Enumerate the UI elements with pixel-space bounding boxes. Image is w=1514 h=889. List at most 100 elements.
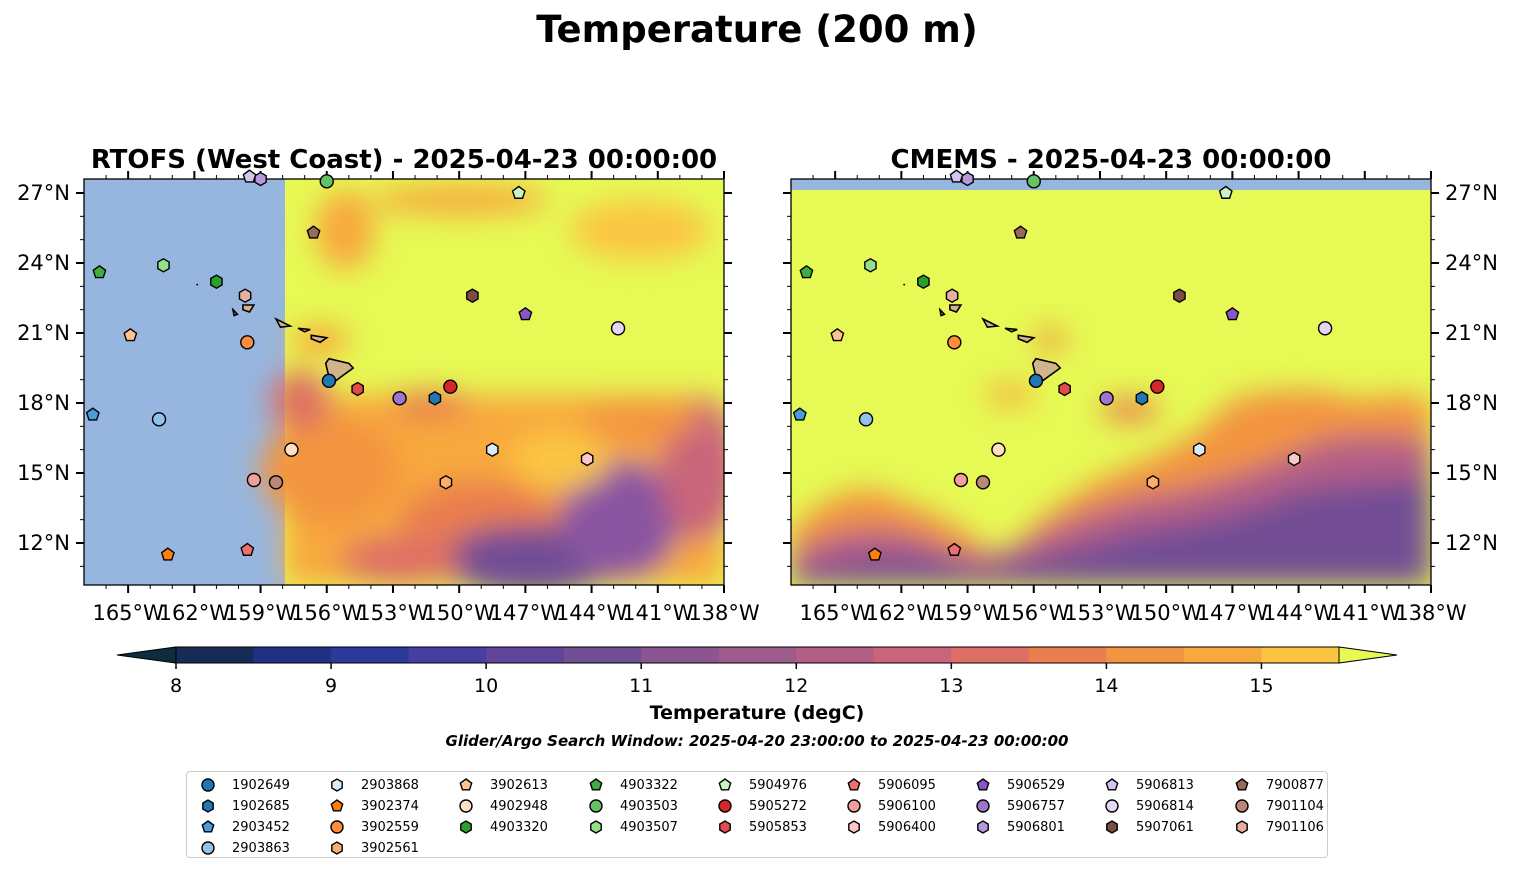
float-marker-7901106 — [945, 288, 959, 303]
legend-marker-shape — [976, 778, 990, 791]
legend-marker — [847, 778, 861, 791]
float-marker-5906400 — [580, 451, 594, 467]
float-marker-5907061 — [1173, 288, 1186, 303]
legend-marker — [459, 778, 473, 791]
legend-marker — [201, 820, 215, 833]
legend-marker-shape — [331, 841, 343, 855]
colorbar-tick-label: 11 — [629, 675, 653, 697]
legend-entry-3902613: 3902613 — [458, 775, 548, 795]
cmems-field — [791, 179, 1431, 585]
legend-marker-shape — [460, 820, 472, 834]
float-marker-5906400 — [1287, 451, 1301, 467]
legend-label: 3902561 — [361, 840, 419, 856]
legend-marker-shape — [977, 820, 989, 834]
legend-marker — [1236, 820, 1248, 834]
island — [1004, 327, 1018, 333]
colorbar-tick-label: 12 — [784, 675, 808, 697]
float-marker-2903452 — [85, 407, 100, 421]
y-tick-label: 15°N — [17, 461, 70, 485]
legend-label: 1902649 — [232, 777, 290, 793]
float-marker-5905272 — [443, 379, 458, 394]
legend-marker — [331, 778, 343, 792]
legend-entry-4903320: 4903320 — [458, 817, 548, 837]
float-marker-7900877 — [306, 225, 321, 239]
x-tick-label: 150°W — [1130, 601, 1202, 625]
legend-label: 2903868 — [361, 777, 419, 793]
legend-label: 3902374 — [361, 798, 419, 814]
x-tick-label: 162°W — [159, 601, 231, 625]
rtofs-ticks: 165°W162°W159°W156°W153°W150°W147°W144°W… — [17, 171, 760, 625]
float-marker-5906757 — [392, 391, 407, 406]
float-marker-3902374 — [160, 547, 175, 561]
legend-entry-5905272: 5905272 — [717, 796, 807, 816]
legend-marker-shape — [1105, 799, 1119, 813]
legend-label: 5905272 — [749, 798, 807, 814]
rtofs-field — [84, 179, 724, 585]
colorbar-label: Temperature (degC) — [650, 702, 865, 724]
legend-entry-5906400: 5906400 — [846, 817, 936, 837]
float-marker-5906100 — [953, 472, 969, 488]
island — [938, 307, 946, 317]
colorbar-bin — [331, 647, 410, 663]
float-marker-2903868 — [485, 442, 499, 457]
legend-entry-5907061: 5907061 — [1104, 817, 1194, 837]
legend-marker-shape — [718, 799, 732, 813]
float-marker-3902561 — [439, 475, 453, 490]
island — [310, 334, 329, 344]
x-tick-label: 156°W — [291, 601, 363, 625]
colorbar-bin — [873, 647, 952, 663]
cmems-no-data — [791, 179, 1431, 190]
colorbar-tick-label: 10 — [474, 675, 498, 697]
float-marker-7901104 — [975, 475, 991, 490]
legend-marker — [1105, 799, 1119, 813]
legend-marker — [202, 799, 214, 813]
float-marker-1902685 — [428, 391, 442, 406]
legend-marker — [330, 799, 344, 812]
colorbar-bin — [641, 647, 720, 663]
legend-marker — [459, 799, 473, 813]
y-tick-label: 24°N — [17, 251, 70, 275]
float-marker-5906813 — [242, 169, 257, 183]
legend-entry-3902374: 3902374 — [329, 796, 419, 816]
legend-marker-shape — [201, 841, 215, 855]
island — [242, 304, 256, 313]
float-marker-5904976 — [511, 185, 526, 199]
legend-marker-shape — [848, 820, 860, 834]
float-legend: 1902649 1902685 2903452 2903863 2903868 39023… — [186, 771, 1328, 858]
float-marker-3902559 — [947, 335, 962, 350]
search-window-note: Glider/Argo Search Window: 2025-04-20 23… — [446, 732, 1069, 750]
legend-marker — [977, 820, 989, 834]
float-marker-5905853 — [1058, 381, 1071, 397]
colorbar-bin — [563, 647, 642, 663]
colorbar-tick-label: 14 — [1094, 675, 1118, 697]
colorbar-bin — [718, 647, 797, 663]
legend-label: 5906813 — [1136, 777, 1194, 793]
legend-label: 7901104 — [1266, 798, 1324, 814]
float-marker-5906529 — [518, 306, 533, 321]
legend-entry-7901104: 7901104 — [1234, 796, 1324, 816]
legend-marker — [848, 820, 860, 834]
legend-marker-shape — [1106, 820, 1118, 834]
float-marker-5906814 — [610, 321, 626, 336]
legend-marker-shape — [1236, 820, 1248, 834]
legend-marker — [1105, 778, 1119, 791]
colorbar-bin — [1028, 647, 1107, 663]
float-marker-4903503 — [1026, 174, 1041, 189]
island — [196, 283, 199, 286]
legend-label: 2903863 — [232, 840, 290, 856]
legend-label: 2903452 — [232, 819, 290, 835]
legend-label: 3902559 — [361, 819, 419, 835]
legend-marker — [718, 799, 732, 813]
float-marker-5906813 — [949, 169, 964, 183]
legend-marker — [976, 799, 990, 813]
legend-entry-5906757: 5906757 — [975, 796, 1065, 816]
colorbar-tick-label: 8 — [170, 675, 182, 697]
island — [903, 283, 906, 286]
float-marker-1902649 — [321, 373, 337, 389]
hawaiian-islands — [196, 283, 1062, 382]
float-marker-2903868 — [1192, 442, 1206, 457]
float-marker-4902948 — [991, 442, 1006, 457]
float-marker-4902948 — [284, 442, 299, 457]
island — [949, 304, 963, 313]
legend-marker-shape — [459, 799, 473, 813]
